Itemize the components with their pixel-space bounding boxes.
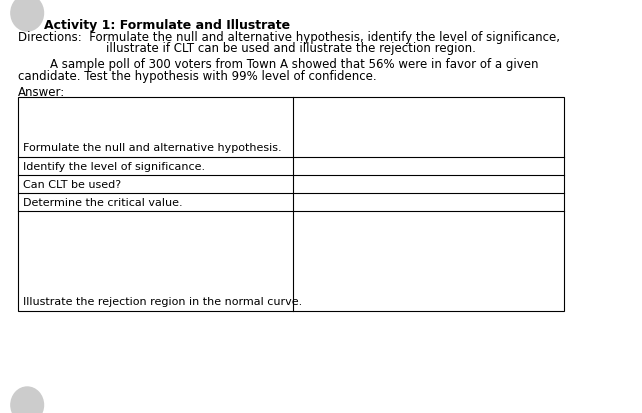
- Circle shape: [11, 0, 44, 32]
- Text: Activity 1: Formulate and Illustrate: Activity 1: Formulate and Illustrate: [44, 19, 290, 32]
- Text: candidate. Test the hypothesis with 99% level of confidence.: candidate. Test the hypothesis with 99% …: [18, 70, 377, 83]
- Text: Answer:: Answer:: [18, 86, 65, 99]
- Text: illustrate if CLT can be used and illustrate the rejection region.: illustrate if CLT can be used and illust…: [106, 42, 476, 55]
- Text: Identify the level of significance.: Identify the level of significance.: [22, 161, 205, 171]
- Text: Directions:  Formulate the null and alternative hypothesis, identify the level o: Directions: Formulate the null and alter…: [18, 31, 560, 44]
- Text: Illustrate the rejection region in the normal curve.: Illustrate the rejection region in the n…: [22, 296, 302, 306]
- Text: Determine the critical value.: Determine the critical value.: [22, 197, 182, 207]
- Text: Can CLT be used?: Can CLT be used?: [22, 180, 121, 190]
- Circle shape: [11, 387, 44, 413]
- Text: Formulate the null and alternative hypothesis.: Formulate the null and alternative hypot…: [22, 142, 281, 153]
- Bar: [18, 98, 564, 311]
- Text: A sample poll of 300 voters from Town A showed that 56% were in favor of a given: A sample poll of 300 voters from Town A …: [50, 58, 539, 71]
